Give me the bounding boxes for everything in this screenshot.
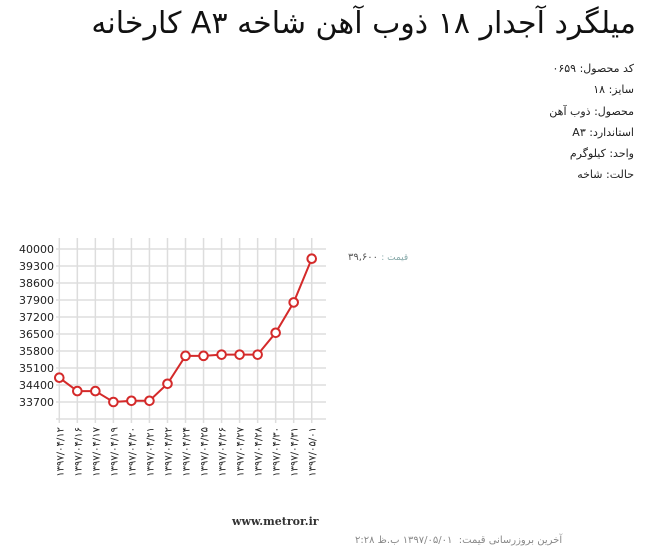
data-point xyxy=(252,349,263,360)
update-label: آخرین بروزرسانی قیمت: xyxy=(458,535,563,546)
y-tick-label: 35800 xyxy=(19,345,54,358)
info-size: سایز: ۱۸ xyxy=(549,79,634,100)
data-point xyxy=(54,372,65,384)
update-value: ۱۳۹۷/۰۵/۰۱ ب.ظ ۲:۲۸ xyxy=(355,535,453,546)
x-tick-label: ۱۳۹۷/۰۴/۳۱ xyxy=(290,427,301,477)
info-label: حالت: xyxy=(605,168,634,182)
y-tick-label: 38600 xyxy=(19,277,54,290)
info-value: A۳ xyxy=(572,125,586,139)
y-tick-label: 36500 xyxy=(19,328,54,341)
y-tick-label: 40000 xyxy=(19,243,54,256)
x-tick-label: ۱۳۹۷/۰۴/۲۷ xyxy=(236,426,247,476)
data-point xyxy=(72,385,83,397)
x-tick-label: ۱۳۹۷/۰۴/۱۷ xyxy=(91,426,102,476)
site-watermark: www.metror.ir xyxy=(232,515,319,528)
y-tick-label: 33700 xyxy=(19,396,54,409)
info-label: استاندارد: xyxy=(589,125,634,139)
x-tick-label: ۱۳۹۷/۰۴/۲۲ xyxy=(163,427,174,477)
info-label: سایز: xyxy=(608,83,634,97)
y-tick-label: 37200 xyxy=(19,311,54,324)
y-tick-label: 37900 xyxy=(19,294,54,307)
data-point xyxy=(144,395,155,407)
x-tick-label: ۱۳۹۷/۰۴/۱۶ xyxy=(73,427,84,477)
info-label: واحد: xyxy=(609,147,634,161)
x-tick-label: ۱۳۹۷/۰۴/۱۹ xyxy=(109,427,120,477)
info-unit: واحد: کیلوگرم xyxy=(549,143,634,164)
price-chart: 40000 39300 38600 37900 37200 36500 35800 35100… xyxy=(19,238,326,477)
data-point xyxy=(162,378,173,390)
x-tick-label: ۱۳۹۷/۰۴/۲۶ xyxy=(218,427,229,477)
price-label: قیمت : xyxy=(381,253,409,263)
data-point xyxy=(306,253,318,265)
x-tick-label: ۱۳۹۷/۰۴/۲۱ xyxy=(145,427,156,477)
data-point xyxy=(288,297,299,308)
data-point xyxy=(90,385,101,397)
x-tick-label: ۱۳۹۷/۰۴/۳۰ xyxy=(272,427,283,477)
x-tick-label: ۱۳۹۷/۰۵/۰۱ xyxy=(308,427,319,477)
last-update: آخرین بروزرسانی قیمت: ۱۳۹۷/۰۵/۰۱ ب.ظ ۲:۲… xyxy=(355,535,562,546)
info-value: ۱۸ xyxy=(593,83,606,97)
x-tick-label: ۱۳۹۷/۰۴/۱۲ xyxy=(55,427,66,477)
info-standard: استاندارد: A۳ xyxy=(549,122,634,143)
data-point xyxy=(180,350,191,362)
x-tick-label: ۱۳۹۷/۰۴/۲۰ xyxy=(127,427,138,477)
x-tick-label: ۱۳۹۷/۰۴/۲۴ xyxy=(182,427,193,477)
info-state: حالت: شاخه xyxy=(549,164,634,185)
data-point xyxy=(126,395,137,407)
info-value: کیلوگرم xyxy=(569,147,606,161)
x-tick-label: ۱۳۹۷/۰۴/۲۵ xyxy=(200,427,211,477)
data-point xyxy=(234,349,245,360)
x-tick-label: ۱۳۹۷/۰۴/۲۸ xyxy=(254,426,265,476)
info-value: شاخه xyxy=(577,168,603,182)
info-code: کد محصول: ۰۶۵۹ xyxy=(549,58,634,79)
y-tick-label: 34400 xyxy=(19,379,54,392)
data-point xyxy=(108,396,119,408)
y-tick-label: 39300 xyxy=(19,260,54,273)
info-label: محصول: xyxy=(594,104,634,118)
info-product: محصول: ذوب آهن xyxy=(549,101,634,122)
current-price: قیمت : ۳۹,۶۰۰ xyxy=(348,252,408,263)
data-point xyxy=(270,327,281,339)
y-tick-label: 35100 xyxy=(19,362,54,375)
page-title: میلگرد آجدار ۱۸ ذوب آهن شاخه A۳ کارخانه xyxy=(91,6,636,41)
product-info: کد محصول: ۰۶۵۹ سایز: ۱۸ محصول: ذوب آهن ا… xyxy=(549,58,634,186)
data-point xyxy=(198,350,209,362)
data-point xyxy=(216,349,227,360)
info-value: ذوب آهن xyxy=(549,104,591,118)
info-label: کد محصول: xyxy=(579,62,634,75)
info-value: ۰۶۵۹ xyxy=(552,62,577,75)
price-value: ۳۹,۶۰۰ xyxy=(348,252,379,263)
